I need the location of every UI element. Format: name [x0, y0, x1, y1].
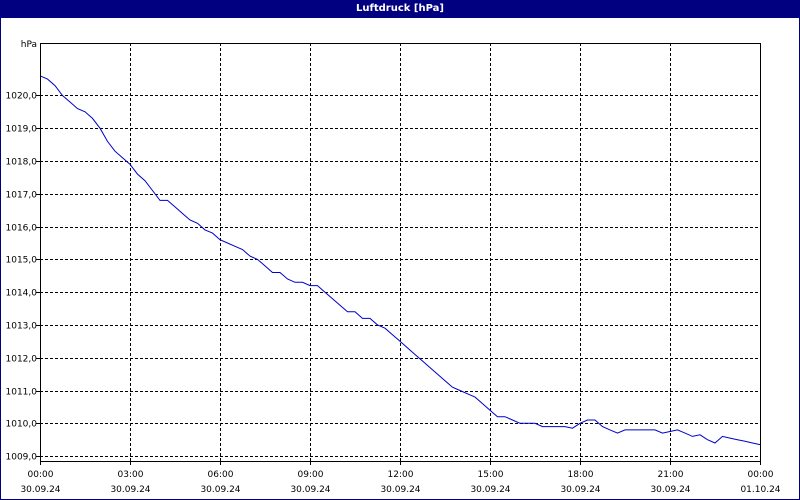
y-axis-ticks: 1009,0 1010,0 1011,0 1012,0 1013,0 1014,0 1015… — [6, 92, 40, 463]
x-tick-time-label: 06:00 — [208, 470, 234, 480]
y-tick-label: 1015,0 — [6, 256, 38, 266]
y-tick-label: 1016,0 — [6, 224, 38, 234]
x-tick-time-label: 09:00 — [298, 470, 324, 480]
x-tick-time-label: 12:00 — [388, 470, 414, 480]
y-tick-label: 1011,0 — [6, 388, 38, 398]
x-tick-date-label: 30.09.24 — [560, 485, 600, 495]
y-tick-label: 1019,0 — [6, 125, 38, 135]
y-tick-label: 1009,0 — [6, 453, 38, 463]
y-tick-label: 1013,0 — [6, 322, 38, 332]
pressure-series-line — [39, 75, 761, 446]
chart-title: Luftdruck [hPa] — [0, 0, 800, 18]
x-axis-ticks: 00:00 30.09.24 03:00 30.09.24 06:00 30.09.24 0… — [20, 461, 781, 495]
y-tick-label: 1018,0 — [6, 158, 38, 168]
x-tick-date-label: 30.09.24 — [290, 485, 330, 495]
x-tick-date-label: 30.09.24 — [650, 485, 690, 495]
x-tick-time-label: 15:00 — [478, 470, 504, 480]
y-tick-label: 1014,0 — [6, 289, 38, 299]
x-tick-date-label: 30.09.24 — [20, 485, 60, 495]
x-tick-date-label: 30.09.24 — [200, 485, 240, 495]
y-tick-label: 1020,0 — [6, 92, 38, 102]
x-tick-time-label: 18:00 — [568, 470, 594, 480]
y-axis-unit-label: hPa — [21, 40, 37, 50]
x-tick-date-label: 30.09.24 — [110, 485, 150, 495]
y-tick-label: 1012,0 — [6, 355, 38, 365]
y-tick-label: 1010,0 — [6, 420, 38, 430]
x-tick-time-label: 21:00 — [658, 470, 684, 480]
x-tick-date-label: 01.10.24 — [740, 485, 780, 495]
grid-lines — [40, 43, 760, 461]
x-tick-date-label: 30.09.24 — [470, 485, 510, 495]
x-tick-date-label: 30.09.24 — [380, 485, 420, 495]
x-tick-time-label: 00:00 — [748, 470, 774, 480]
x-tick-time-label: 00:00 — [28, 470, 54, 480]
x-tick-time-label: 03:00 — [118, 470, 144, 480]
plot-area-border — [40, 43, 761, 462]
y-tick-label: 1017,0 — [6, 191, 38, 201]
